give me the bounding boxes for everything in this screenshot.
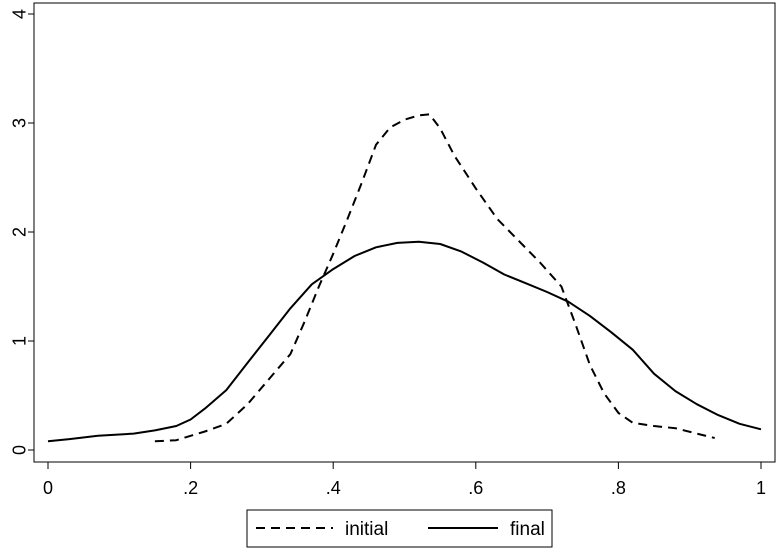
x-tick-label: 0 [43, 478, 53, 498]
legend-label-initial: initial [345, 519, 388, 540]
x-tick-label: 1 [756, 478, 766, 498]
series-line-final [47, 240, 762, 443]
y-tick-label: 3 [9, 118, 29, 128]
x-tick-label: .6 [468, 478, 483, 498]
y-axis: 0 1 2 3 4 [9, 9, 34, 455]
y-tick-label: 4 [9, 9, 29, 19]
legend: initial final [246, 509, 553, 548]
x-tick-label: .8 [611, 478, 626, 498]
y-tick-label: 1 [9, 336, 29, 346]
plot-area [33, 2, 776, 463]
legend-box [246, 509, 553, 548]
series-line-initial [154, 113, 715, 443]
legend-label-final: final [510, 519, 545, 540]
x-tick-label: .2 [183, 478, 198, 498]
series-layer [47, 113, 762, 443]
x-axis: 0 .2 .4 .6 .8 1 [43, 462, 766, 498]
y-tick-label: 2 [9, 227, 29, 237]
x-tick-label: .4 [326, 478, 341, 498]
y-tick-label: 0 [9, 445, 29, 455]
